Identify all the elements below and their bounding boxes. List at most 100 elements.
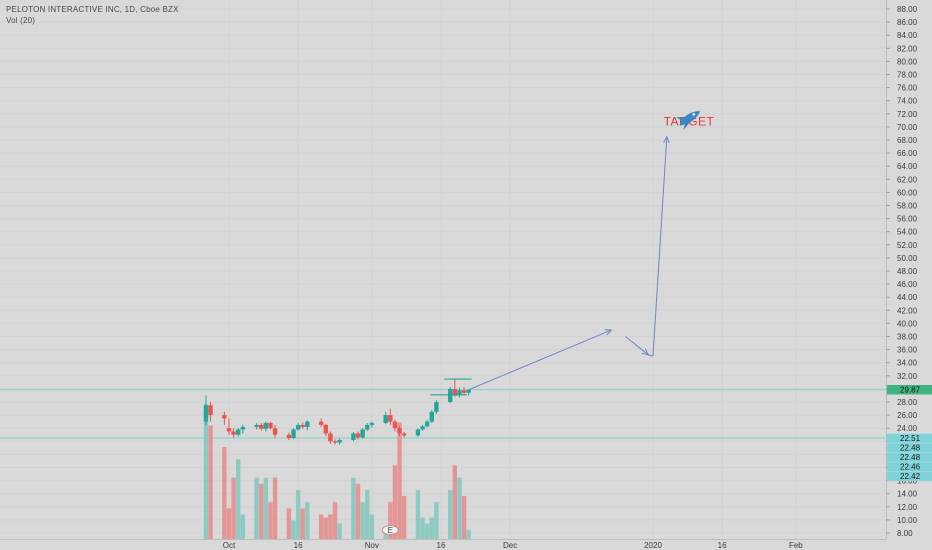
candle-body[interactable] — [226, 428, 232, 432]
candle-body[interactable] — [351, 433, 356, 440]
candle-body[interactable] — [259, 424, 264, 429]
candle-body[interactable] — [254, 424, 259, 427]
volume-bar — [240, 514, 246, 539]
rocket-fin-top — [675, 117, 686, 122]
volume-bar — [272, 477, 278, 539]
candle-body[interactable] — [392, 421, 398, 429]
candle-body[interactable] — [291, 429, 296, 439]
candle-body[interactable] — [263, 422, 269, 429]
drawings[interactable]: ETARGET — [381, 109, 714, 535]
volume-bar — [305, 502, 310, 539]
y-tick-label: 8.00 — [897, 529, 913, 538]
symbol-title[interactable]: PELOTON INTERACTIVE INC, 1D, Cboe BZX — [6, 5, 179, 14]
candle-body[interactable] — [401, 433, 407, 436]
volume-bar — [259, 483, 264, 539]
x-tick-label: Nov — [365, 541, 379, 550]
projection-arrow[interactable] — [468, 330, 612, 391]
x-tick-label: 16 — [718, 541, 727, 550]
candle-body[interactable] — [328, 433, 333, 442]
level-tag-label: 22.46 — [900, 462, 921, 471]
y-tick-label: 34.00 — [897, 359, 918, 368]
candle-body[interactable] — [383, 415, 388, 423]
candle-body[interactable] — [236, 429, 241, 435]
grid — [0, 0, 886, 539]
candle-body[interactable] — [429, 411, 434, 422]
candle-body[interactable] — [332, 441, 338, 443]
candle-body[interactable] — [231, 431, 236, 435]
candle-body[interactable] — [434, 402, 439, 412]
y-tick-label: 80.00 — [897, 57, 918, 66]
y-tick-label: 62.00 — [897, 175, 918, 184]
y-tick-label: 58.00 — [897, 202, 918, 211]
candle-body[interactable] — [452, 388, 458, 396]
candle-body[interactable] — [240, 426, 246, 430]
candle-body[interactable] — [466, 389, 471, 393]
y-tick-label: 82.00 — [897, 44, 918, 53]
candle-body[interactable] — [272, 428, 278, 435]
volume-bar — [222, 446, 227, 539]
volume-bar — [388, 502, 393, 539]
candle-body[interactable] — [461, 390, 467, 393]
candle-body[interactable] — [295, 424, 301, 430]
last-price-tag-label: 29.87 — [900, 385, 921, 394]
y-tick-label: 50.00 — [897, 254, 918, 263]
volume-bar — [415, 489, 421, 539]
candle-body[interactable] — [388, 415, 393, 422]
candle-body[interactable] — [360, 429, 365, 438]
candle-body[interactable] — [222, 415, 227, 419]
y-tick-label: 14.00 — [897, 490, 918, 499]
candle-body[interactable] — [457, 390, 462, 396]
earnings-marker-label: E — [388, 526, 393, 535]
candle-body[interactable] — [268, 422, 273, 429]
y-tick-label: 10.00 — [897, 516, 918, 525]
volume-bar — [231, 477, 236, 539]
earnings-marker[interactable] — [381, 525, 399, 535]
volume-bar — [360, 502, 365, 539]
volume-indicator-label[interactable]: Vol (20) — [6, 16, 36, 25]
volume-bar — [291, 520, 296, 539]
volume-bar — [434, 502, 439, 539]
candle-body[interactable] — [424, 421, 430, 427]
candle-body[interactable] — [203, 405, 209, 422]
candle-body[interactable] — [323, 424, 328, 434]
x-tick-label: Oct — [223, 541, 236, 550]
y-tick-label: 66.00 — [897, 149, 918, 158]
candle-body[interactable] — [337, 439, 342, 443]
volume-bar — [392, 465, 398, 539]
candle-body[interactable] — [208, 405, 213, 416]
candle-body[interactable] — [355, 433, 361, 438]
y-tick-label: 40.00 — [897, 319, 918, 328]
level-tag-label: 22.42 — [900, 472, 921, 481]
last-price-tag — [887, 385, 932, 395]
chart-legend-header: PELOTON INTERACTIVE INC, 1D, Cboe BZX Vo… — [6, 4, 179, 26]
candle-body[interactable] — [305, 421, 310, 427]
candles[interactable] — [203, 379, 471, 445]
projection-arrow[interactable] — [625, 336, 648, 355]
x-tick-label: 16 — [294, 541, 303, 550]
candle-body[interactable] — [369, 422, 375, 425]
x-tick-label: 2020 — [644, 541, 662, 550]
y-tick-label: 74.00 — [897, 97, 918, 106]
horizontal-levels — [0, 389, 886, 439]
candle-body[interactable] — [397, 428, 402, 434]
candle-body[interactable] — [420, 426, 425, 430]
candle-body[interactable] — [415, 429, 421, 436]
volume-bar — [355, 483, 361, 539]
volume-bar — [208, 425, 213, 539]
projection-arrow[interactable] — [652, 137, 667, 357]
candle-body[interactable] — [286, 434, 292, 439]
candle-body[interactable] — [448, 388, 453, 402]
volume-bar — [226, 508, 232, 539]
candle-body[interactable] — [318, 421, 324, 425]
candle-body[interactable] — [300, 424, 305, 427]
candle-body[interactable] — [365, 424, 370, 430]
y-tick-label: 68.00 — [897, 136, 918, 145]
y-tick-label: 52.00 — [897, 241, 918, 250]
projection-connector — [648, 354, 654, 357]
volume-bar — [268, 502, 273, 539]
volume-bar — [457, 477, 462, 539]
level-tag-label: 22.48 — [900, 453, 921, 462]
